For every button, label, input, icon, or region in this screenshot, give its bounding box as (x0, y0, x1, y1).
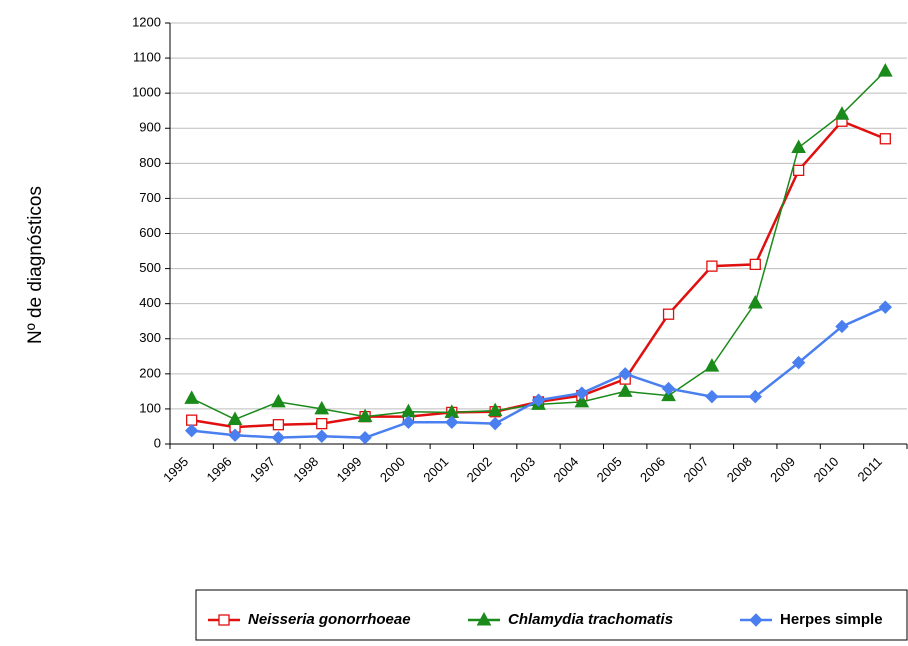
marker (227, 411, 243, 425)
y-tick-label: 100 (139, 400, 161, 415)
marker (704, 358, 720, 372)
series-line (191, 119, 886, 429)
marker (706, 260, 718, 272)
marker (357, 408, 373, 423)
y-tick-label: 800 (139, 155, 161, 170)
marker (184, 423, 199, 438)
marker (186, 414, 198, 426)
marker (792, 164, 805, 177)
y-tick-label: 600 (139, 225, 161, 240)
x-tick-label: 2008 (724, 454, 755, 485)
x-tick-label: 1996 (204, 454, 235, 485)
x-tick-label: 2005 (594, 454, 625, 485)
marker (661, 381, 676, 396)
marker (315, 429, 329, 443)
marker (575, 386, 589, 400)
x-tick-label: 2009 (767, 454, 798, 485)
marker (314, 400, 330, 415)
marker (488, 416, 502, 431)
y-tick-label: 1200 (132, 14, 161, 29)
y-tick-label: 1100 (133, 50, 161, 65)
marker (228, 428, 242, 442)
x-tick-label: 1995 (160, 454, 191, 485)
marker (401, 415, 416, 429)
marker (879, 133, 891, 145)
y-tick-label: 0 (154, 435, 161, 450)
y-tick-label: 200 (139, 365, 161, 380)
y-tick-label: 400 (139, 295, 161, 310)
x-tick-label: 2007 (680, 454, 711, 485)
marker (184, 390, 200, 404)
y-tick-label: 1000 (132, 85, 161, 100)
marker (476, 611, 492, 626)
marker (316, 418, 328, 430)
marker (835, 319, 849, 334)
marker (834, 106, 850, 120)
marker (401, 403, 416, 418)
marker (574, 393, 590, 408)
marker (271, 393, 286, 408)
marker (662, 308, 675, 320)
x-tick-label: 2003 (507, 454, 538, 485)
y-tick-label: 500 (139, 260, 161, 275)
series-line (191, 306, 886, 439)
marker (747, 294, 763, 309)
marker (749, 613, 763, 627)
marker (445, 415, 459, 429)
y-tick-label: 900 (139, 120, 161, 135)
marker (218, 614, 230, 626)
x-tick-label: 1997 (247, 454, 278, 485)
marker (791, 355, 806, 370)
y-axis-label: Nº de diagnósticos (25, 186, 46, 344)
marker (272, 419, 285, 431)
marker (749, 258, 761, 271)
x-tick-label: 2011 (854, 454, 884, 484)
legend-label: Neisseria gonorrhoeae (248, 611, 411, 628)
marker (271, 430, 286, 445)
marker (531, 393, 546, 407)
marker (487, 402, 503, 417)
marker (618, 367, 632, 381)
x-tick-label: 2002 (464, 454, 495, 485)
legend-label: Herpes simple (780, 611, 883, 628)
legend-box (195, 589, 908, 641)
marker (877, 63, 893, 77)
marker (705, 389, 719, 404)
marker (748, 389, 762, 404)
marker (617, 383, 633, 397)
marker (791, 139, 806, 154)
x-tick-label: 1999 (334, 454, 365, 485)
x-tick-label: 2010 (810, 454, 841, 485)
legend-label: Chlamydia trachomatis (508, 611, 673, 628)
marker (358, 430, 372, 445)
y-tick-label: 300 (139, 330, 161, 345)
x-tick-label: 1998 (290, 454, 321, 485)
x-tick-label: 2004 (550, 454, 581, 485)
x-tick-label: 2001 (420, 454, 451, 485)
series-line (191, 70, 886, 421)
marker (878, 300, 893, 314)
x-tick-label: 2006 (637, 454, 668, 485)
y-tick-label: 700 (139, 190, 161, 205)
x-tick-label: 2000 (377, 454, 408, 485)
